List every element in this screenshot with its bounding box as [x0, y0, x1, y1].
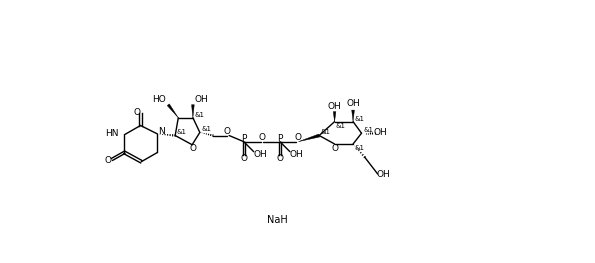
Text: &1: &1 [363, 127, 373, 133]
Text: P: P [241, 134, 246, 143]
Text: O: O [277, 154, 283, 163]
Text: HN: HN [105, 129, 118, 139]
Text: OH: OH [195, 95, 208, 104]
Text: &1: &1 [195, 113, 205, 119]
Text: OH: OH [376, 170, 390, 179]
Text: &1: &1 [355, 116, 365, 122]
Text: NaH: NaH [267, 215, 288, 225]
Text: O: O [189, 144, 196, 153]
Text: OH: OH [328, 102, 342, 111]
Text: OH: OH [289, 150, 303, 159]
Polygon shape [352, 110, 355, 122]
Text: HO: HO [152, 95, 166, 104]
Polygon shape [333, 112, 336, 122]
Text: O: O [331, 144, 338, 153]
Text: O: O [294, 133, 301, 142]
Text: O: O [105, 156, 112, 165]
Text: OH: OH [346, 99, 360, 108]
Text: &1: &1 [201, 126, 211, 132]
Text: &1: &1 [177, 129, 187, 135]
Text: O: O [133, 108, 140, 117]
Text: O: O [240, 154, 248, 163]
Text: OH: OH [253, 150, 267, 159]
Text: N: N [158, 127, 165, 136]
Text: &1: &1 [336, 123, 345, 129]
Polygon shape [299, 134, 320, 142]
Text: O: O [259, 133, 266, 142]
Polygon shape [192, 105, 194, 118]
Text: &1: &1 [321, 129, 331, 135]
Polygon shape [167, 104, 178, 118]
Text: O: O [223, 127, 230, 136]
Text: OH: OH [374, 128, 388, 137]
Text: &1: &1 [355, 145, 365, 151]
Text: P: P [277, 134, 283, 143]
